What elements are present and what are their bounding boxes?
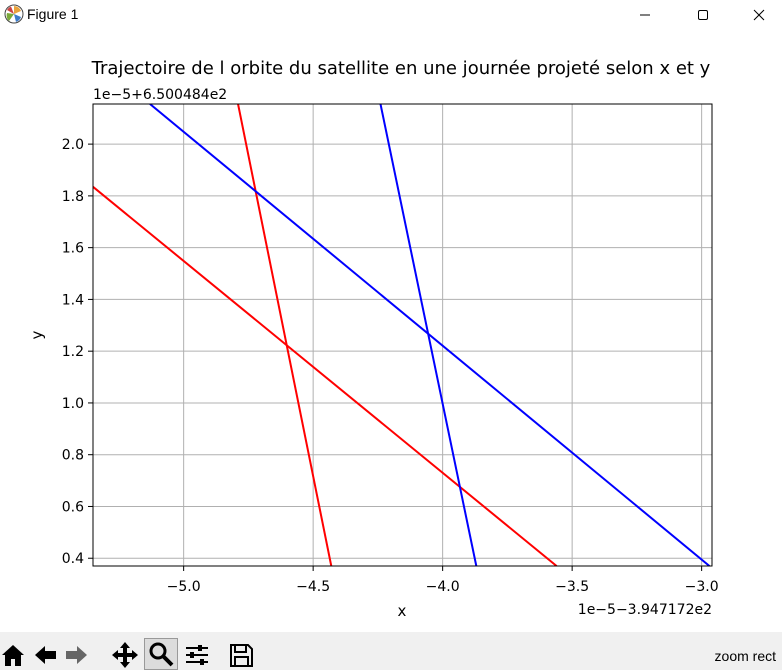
x-tick-label: −4.0 [426, 579, 460, 595]
y-tick-label: 0.8 [62, 448, 84, 464]
maximize-button[interactable] [680, 0, 726, 30]
y-tick-label: 1.8 [62, 189, 84, 205]
x-ticks: −5.0 −4.5 −4.0 −3.5 −3.0 [167, 566, 719, 595]
y-tick-label: 0.4 [62, 551, 84, 567]
series-line-2 [237, 104, 333, 566]
zoom-magnifier-icon [149, 642, 174, 667]
forward-button[interactable] [62, 640, 92, 670]
navigation-toolbar: zoom rect [0, 632, 782, 670]
x-tick-label: −3.0 [685, 579, 719, 595]
pan-move-icon [112, 642, 138, 668]
y-axis-label: y [28, 330, 46, 339]
x-tick-label: −4.5 [296, 579, 330, 595]
minimize-button[interactable] [622, 0, 668, 30]
x-offset-label: 1e−5−3.947172e2 [578, 602, 712, 618]
y-tick-label: 2.0 [62, 137, 84, 153]
y-ticks: 0.4 0.6 0.8 1.0 1.2 1.4 1.6 1.8 2.0 [62, 137, 93, 567]
series-line-1 [93, 186, 558, 566]
zoom-button[interactable] [144, 638, 178, 670]
figure-canvas[interactable]: Trajectoire de l orbite du satellite en … [0, 30, 782, 632]
home-button[interactable] [0, 640, 28, 670]
window-titlebar: Figure 1 [0, 0, 782, 30]
configure-subplots-button[interactable] [182, 640, 212, 670]
matplotlib-logo-icon [4, 4, 24, 24]
back-button[interactable] [30, 640, 60, 670]
x-tick-label: −5.0 [167, 579, 201, 595]
y-tick-label: 1.0 [62, 396, 84, 412]
close-button[interactable] [736, 0, 782, 30]
chart-title: Trajectoire de l orbite du satellite en … [91, 58, 711, 79]
chart: Trajectoire de l orbite du satellite en … [28, 58, 719, 620]
y-tick-label: 1.2 [62, 344, 84, 360]
x-tick-label: −3.5 [555, 579, 589, 595]
y-offset-label: 1e−5+6.500484e2 [93, 87, 227, 103]
forward-arrow-icon [66, 646, 87, 664]
pan-button[interactable] [110, 640, 140, 670]
save-button[interactable] [226, 640, 256, 670]
plot-lines [93, 104, 711, 566]
window-title: Figure 1 [27, 6, 79, 22]
series-line-3 [149, 104, 711, 566]
home-icon [2, 645, 24, 666]
close-icon [753, 9, 765, 21]
minimize-icon [640, 14, 650, 16]
y-tick-label: 1.6 [62, 241, 84, 257]
back-arrow-icon [35, 646, 56, 664]
x-axis-label: x [398, 602, 407, 620]
y-tick-label: 0.6 [62, 499, 84, 515]
maximize-icon [698, 10, 708, 20]
axes-frame [92, 103, 713, 567]
series-line-4 [379, 104, 478, 566]
toolbar-status-message: zoom rect [714, 648, 776, 664]
y-tick-label: 1.4 [62, 292, 84, 308]
save-floppy-icon [230, 644, 253, 667]
subplots-configure-icon [186, 645, 208, 665]
grid [93, 104, 712, 566]
